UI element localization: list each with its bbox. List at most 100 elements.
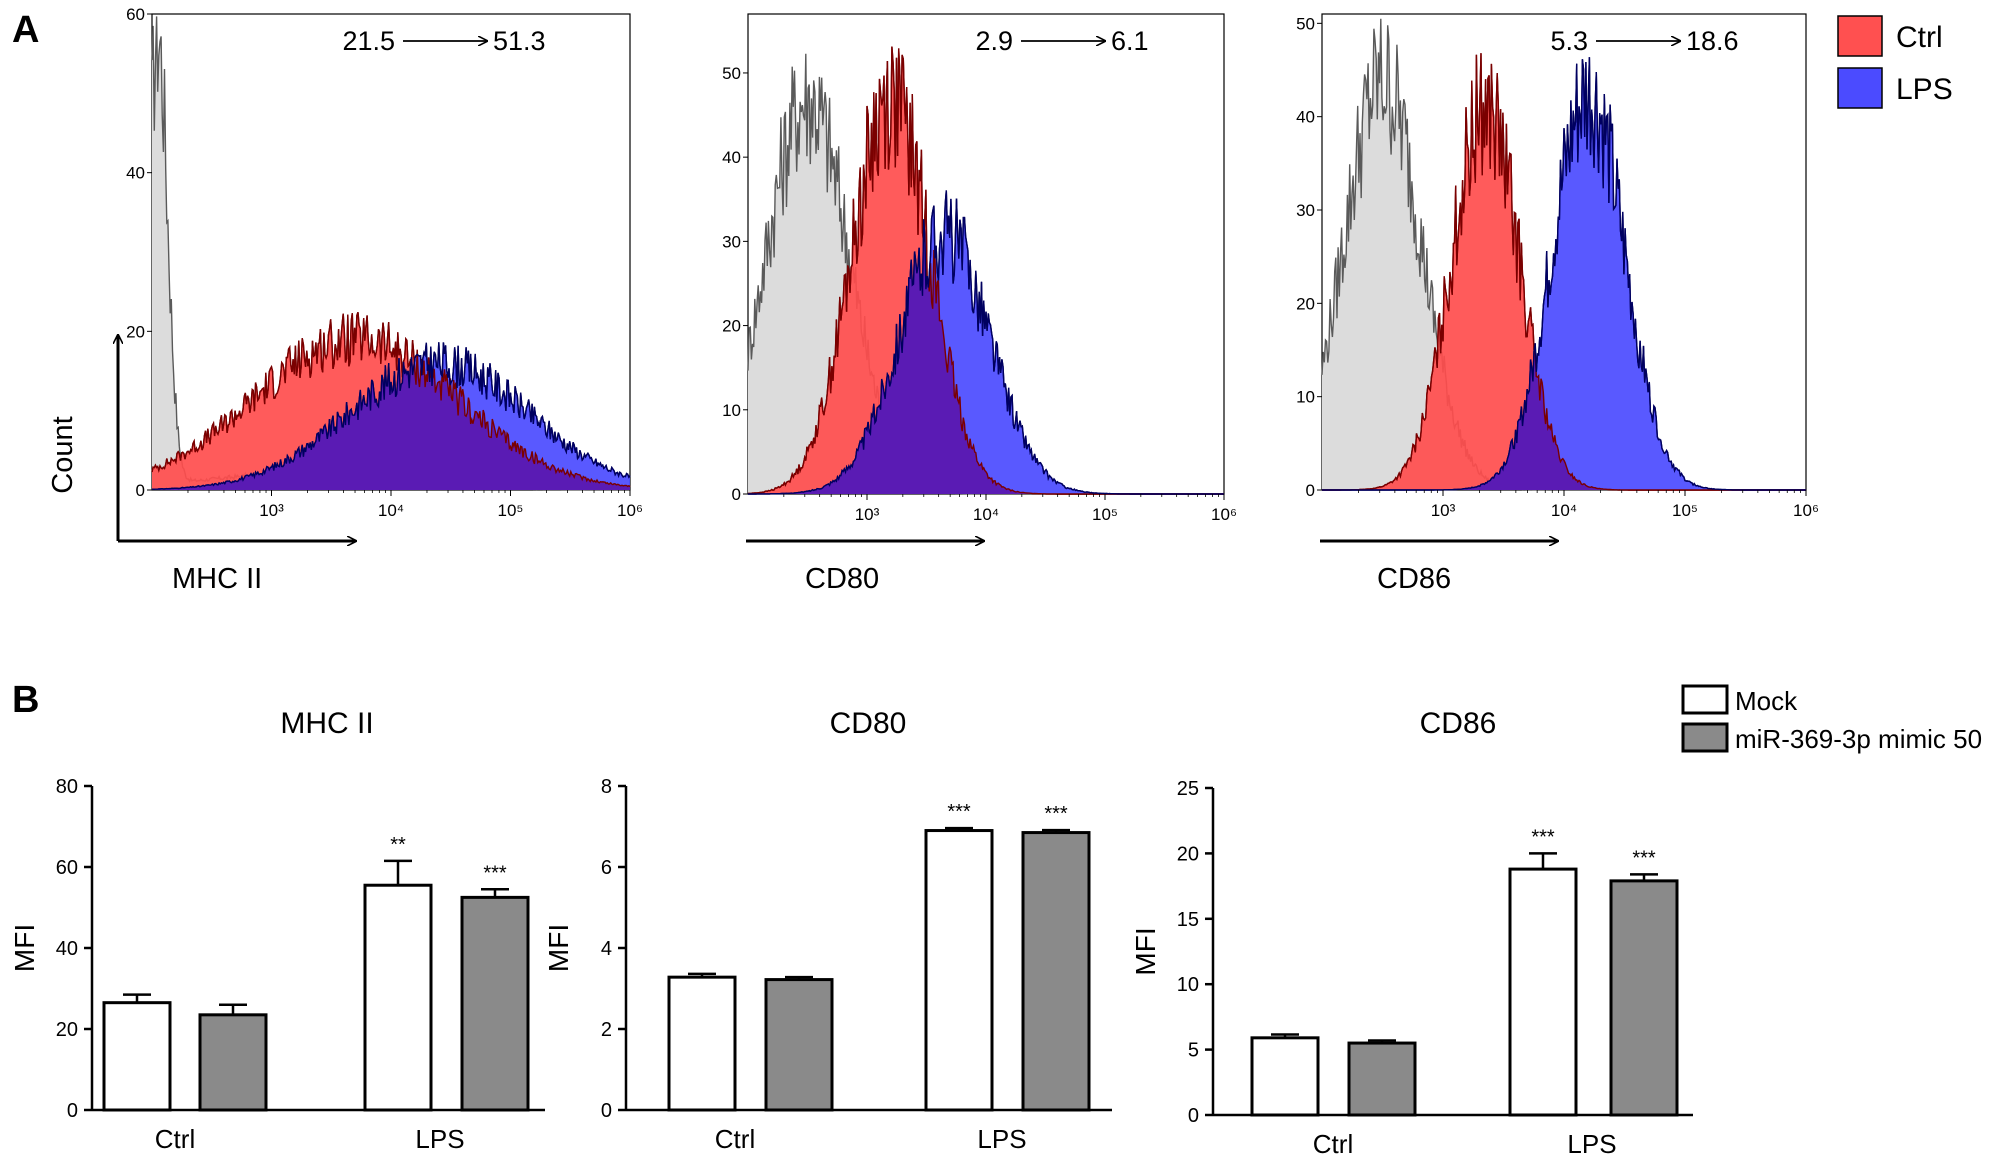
y-tick-label: 10 — [1296, 388, 1315, 407]
x-category-label: LPS — [977, 1124, 1026, 1154]
y-tick-label: 50 — [1296, 14, 1315, 33]
mfi-lps-value: 18.6 — [1686, 26, 1739, 56]
significance-marker: ** — [390, 834, 406, 856]
x-tick-label: 10³ — [259, 501, 284, 520]
series-lps-line — [151, 342, 631, 491]
x-axis-label: CD86 — [1377, 563, 1451, 595]
bar-lps-mock — [363, 883, 433, 1112]
y-tick-label: 25 — [1177, 778, 1199, 800]
histogram-mhc-ii: 0 20 40 60 10³ 10⁴ 10⁵ 10⁶ 21.5 51.3 MHC II — [118, 5, 643, 595]
x-tick-label: 10³ — [855, 505, 880, 524]
y-tick-label: 0 — [1306, 481, 1315, 500]
y-tick-label: 30 — [722, 232, 741, 251]
y-tick-label: 8 — [601, 776, 612, 798]
legend-swatch-ctrl — [1837, 15, 1883, 57]
y-tick-label: 2 — [601, 1019, 612, 1041]
y-tick-label: 5 — [1188, 1040, 1199, 1062]
chart-title: MHC II — [280, 707, 373, 740]
y-tick-label: 20 — [1296, 294, 1315, 313]
mfi-ctrl-value: 2.9 — [975, 26, 1013, 56]
y-tick-label: 10 — [1177, 974, 1199, 996]
bar-ctrl-mimic — [1347, 1041, 1417, 1117]
x-category-label: LPS — [415, 1124, 464, 1154]
legend-swatch-lps — [1837, 67, 1883, 109]
series-lps-area — [748, 190, 1224, 494]
mfi-lps-value: 6.1 — [1111, 26, 1149, 56]
mfi-lps-value: 51.3 — [493, 26, 546, 56]
x-tick-label: 10³ — [1431, 501, 1456, 520]
panel-label-b: B — [12, 679, 39, 721]
significance-marker: *** — [947, 801, 971, 823]
bar-ctrl-mock — [102, 1001, 172, 1112]
x-tick-label: 10⁶ — [617, 501, 643, 520]
series-ctrl-area — [1322, 53, 1806, 490]
series-ctrl-line — [151, 312, 631, 488]
bar-lps-mimic — [460, 895, 530, 1112]
x-axis-label: CD80 — [805, 563, 879, 595]
y-tick-label: 15 — [1177, 909, 1199, 931]
y-axis-label: MFI — [9, 924, 40, 972]
x-axis-label: MHC II — [172, 563, 262, 595]
chart-title: CD86 — [1420, 707, 1497, 740]
y-tick-label: 10 — [722, 401, 741, 420]
x-tick-label: 10⁶ — [1793, 501, 1819, 520]
y-tick-label: 20 — [56, 1019, 78, 1041]
series-lps-area — [1322, 57, 1806, 490]
y-tick-label: 40 — [1296, 108, 1315, 127]
bar-chart-cd86: CD86 MFI 0 5 10 15 20 25 Ctrl *** *** LPS — [1130, 707, 1693, 1159]
histogram-cd80: 0 10 20 30 40 50 10³ 10⁴ 10⁵ 10⁶ 2.9 6.1 CD80 — [722, 13, 1237, 595]
y-tick-label: 20 — [722, 317, 741, 336]
y-tick-label: 20 — [1177, 843, 1199, 865]
mfi-ctrl-value: 5.3 — [1550, 26, 1588, 56]
legend-label-lps: LPS — [1896, 73, 1953, 106]
bar-lps-mimic — [1021, 831, 1091, 1112]
bar-legend-swatch-mimic — [1681, 722, 1729, 753]
series-overlap-area — [152, 354, 630, 490]
x-category-label: Ctrl — [155, 1124, 195, 1154]
y-tick-label: 4 — [601, 938, 612, 960]
x-tick-label: 10⁴ — [1551, 501, 1577, 520]
y-tick-label: 60 — [56, 857, 78, 879]
y-tick-label: 20 — [126, 322, 145, 341]
y-axis-label: MFI — [543, 924, 574, 972]
chart-title: CD80 — [830, 707, 907, 740]
bar-chart-cd80: CD80 MFI 0 2 4 6 8 Ctrl *** *** LPS — [543, 707, 1112, 1154]
x-tick-label: 10⁴ — [378, 501, 404, 520]
significance-marker: *** — [1632, 847, 1656, 869]
series-overlap-area — [1322, 351, 1806, 490]
x-category-label: Ctrl — [715, 1124, 755, 1154]
x-category-label: Ctrl — [1313, 1129, 1353, 1159]
bar-legend-label-mock: Mock — [1735, 686, 1798, 716]
y-tick-label: 6 — [601, 857, 612, 879]
y-tick-label: 30 — [1296, 201, 1315, 220]
y-tick-label: 0 — [732, 485, 741, 504]
y-tick-label: 40 — [126, 164, 145, 183]
x-category-label: LPS — [1567, 1129, 1616, 1159]
histogram-cd86: 0 10 20 30 40 50 10³ 10⁴ 10⁵ 10⁶ 5.3 18.6 CD86 — [1296, 13, 1819, 595]
x-tick-label: 10⁶ — [1211, 505, 1237, 524]
y-tick-label: 50 — [722, 64, 741, 83]
significance-marker: *** — [1044, 803, 1068, 825]
bar-legend-swatch-mock — [1681, 684, 1729, 715]
bar-legend-label-mimic: miR-369-3p mimic 50 — [1735, 724, 1982, 754]
bar-ctrl-mock — [1250, 1036, 1320, 1117]
bar-lps-mock — [924, 829, 994, 1112]
y-axis-label: MFI — [1130, 927, 1161, 975]
y-tick-label: 40 — [56, 938, 78, 960]
x-tick-label: 10⁵ — [498, 501, 524, 520]
y-tick-label: 0 — [136, 481, 145, 500]
significance-marker: *** — [483, 862, 507, 884]
mfi-ctrl-value: 21.5 — [342, 26, 395, 56]
bar-ctrl-mock — [667, 975, 737, 1112]
y-tick-label: 60 — [126, 5, 145, 24]
y-tick-label: 80 — [56, 776, 78, 798]
y-tick-label: 0 — [1188, 1105, 1199, 1127]
x-tick-label: 10⁴ — [973, 505, 999, 524]
y-tick-label: 0 — [67, 1100, 78, 1122]
bar-ctrl-mimic — [764, 978, 834, 1112]
x-tick-label: 10⁵ — [1092, 505, 1118, 524]
y-tick-label: 40 — [722, 148, 741, 167]
series-lps-line — [748, 190, 1224, 495]
